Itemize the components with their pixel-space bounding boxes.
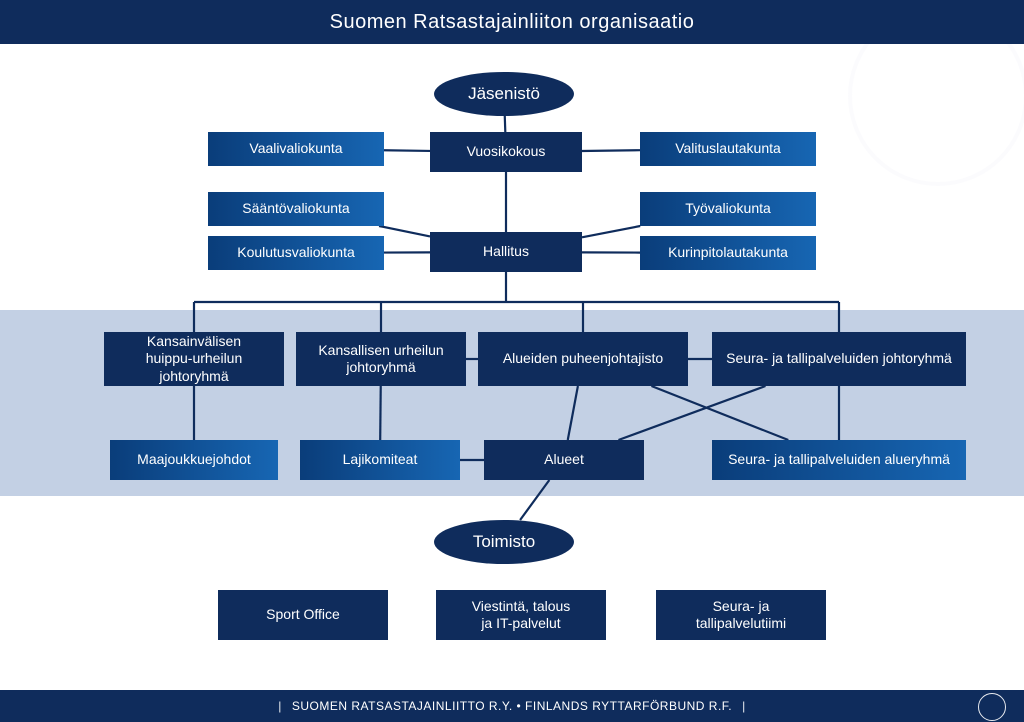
- node-label: Kansallisen urheilunjohtoryhmä: [318, 342, 443, 377]
- node-kurinpitolautakunta: Kurinpitolautakunta: [640, 236, 816, 270]
- node-label: Valituslautakunta: [675, 140, 781, 158]
- node-tyovaliokunta: Työvaliokunta: [640, 192, 816, 226]
- node-valituslautakunta: Valituslautakunta: [640, 132, 816, 166]
- node-label: Maajoukkuejohdot: [137, 451, 251, 469]
- node-lajikomiteat: Lajikomiteat: [300, 440, 460, 480]
- node-alueiden_pj: Alueiden puheenjohtajisto: [478, 332, 688, 386]
- node-koulutusvaliokunta: Koulutusvaliokunta: [208, 236, 384, 270]
- node-jasenisto: Jäsenistö: [434, 72, 574, 116]
- node-label: Seura- jatallipalvelutiimi: [696, 598, 786, 633]
- node-label: Vaalivaliokunta: [249, 140, 342, 158]
- node-seura_tiimi: Seura- jatallipalvelutiimi: [656, 590, 826, 640]
- node-kv_huippu: Kansainvälisenhuippu-urheilun johtoryhmä: [104, 332, 284, 386]
- node-seura_alue: Seura- ja tallipalveluiden alueryhmä: [712, 440, 966, 480]
- node-label: Jäsenistö: [468, 84, 540, 104]
- node-label: Sport Office: [266, 606, 340, 624]
- node-seura_johto: Seura- ja tallipalveluiden johtoryhmä: [712, 332, 966, 386]
- node-vaalivaliokunta: Vaalivaliokunta: [208, 132, 384, 166]
- node-label: Seura- ja tallipalveluiden alueryhmä: [728, 451, 950, 469]
- node-saantovaliokunta: Sääntövaliokunta: [208, 192, 384, 226]
- node-label: Työvaliokunta: [685, 200, 771, 218]
- node-label: Toimisto: [473, 532, 535, 552]
- node-label: Koulutusvaliokunta: [237, 244, 355, 262]
- footer-text: SUOMEN RATSASTAJAINLIITTO R.Y. • FINLAND…: [292, 699, 732, 713]
- page-title: Suomen Ratsastajainliiton organisaatio: [330, 11, 695, 34]
- node-label: Seura- ja tallipalveluiden johtoryhmä: [726, 350, 952, 368]
- node-label: Lajikomiteat: [343, 451, 418, 469]
- node-label: Viestintä, talousja IT-palvelut: [472, 598, 571, 633]
- node-label: Kansainvälisenhuippu-urheilun johtoryhmä: [112, 333, 276, 386]
- node-sport_office: Sport Office: [218, 590, 388, 640]
- node-vuosikokous: Vuosikokous: [430, 132, 582, 172]
- footer-bar: | SUOMEN RATSASTAJAINLIITTO R.Y. • FINLA…: [0, 690, 1024, 722]
- node-maajoukkue: Maajoukkuejohdot: [110, 440, 278, 480]
- node-label: Hallitus: [483, 243, 529, 261]
- node-kans_urh: Kansallisen urheilunjohtoryhmä: [296, 332, 466, 386]
- node-hallitus: Hallitus: [430, 232, 582, 272]
- node-alueet: Alueet: [484, 440, 644, 480]
- node-label: Vuosikokous: [467, 143, 546, 161]
- footer-logo-icon: [978, 693, 1006, 721]
- footer-pipe-left: |: [278, 699, 282, 713]
- node-label: Alueet: [544, 451, 584, 469]
- footer-pipe-right: |: [742, 699, 746, 713]
- node-label: Sääntövaliokunta: [242, 200, 349, 218]
- node-label: Kurinpitolautakunta: [668, 244, 788, 262]
- header-bar: Suomen Ratsastajainliiton organisaatio: [0, 0, 1024, 44]
- node-viestinta: Viestintä, talousja IT-palvelut: [436, 590, 606, 640]
- node-label: Alueiden puheenjohtajisto: [503, 350, 663, 368]
- node-toimisto: Toimisto: [434, 520, 574, 564]
